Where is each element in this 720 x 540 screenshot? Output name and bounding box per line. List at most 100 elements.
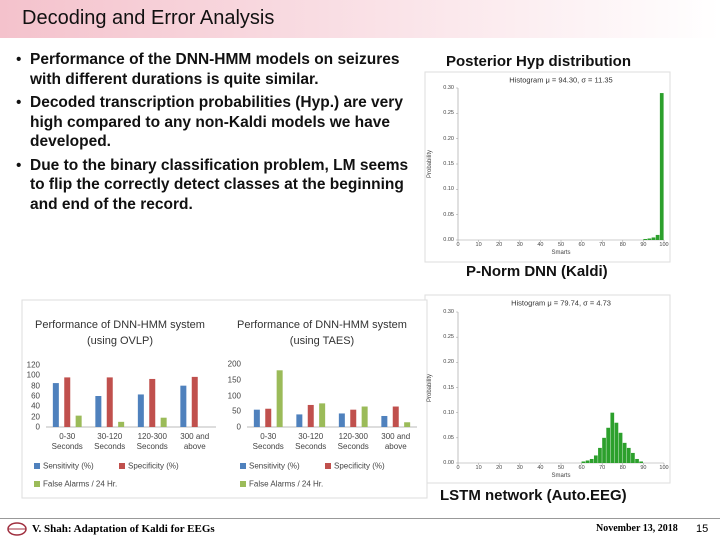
bar <box>276 370 283 427</box>
bar <box>118 421 125 427</box>
bar <box>137 394 144 427</box>
y-tick-label: 0.20 <box>443 359 454 366</box>
bar <box>95 396 102 427</box>
x-tick-label: 40 <box>537 465 544 471</box>
histogram-bar <box>659 93 664 240</box>
logo <box>7 522 27 536</box>
bar <box>106 377 113 427</box>
chart-title: Histogram μ = 79.74, σ = 4.73 <box>511 298 611 308</box>
histogram-bar <box>635 458 639 463</box>
bar <box>180 385 187 427</box>
y-tick-label: 0.00 <box>443 460 454 466</box>
y-tick-label: 120 <box>26 360 40 370</box>
caption: P-Norm DNN (Kaldi) <box>466 263 608 280</box>
legend-label: Specificity (%) <box>128 461 179 471</box>
bullet-list: Performance of the DNN-HMM models on sei… <box>14 50 424 218</box>
x-tick-label: 0 <box>456 242 460 248</box>
x-tick-label: 0-30 Seconds <box>252 432 284 451</box>
y-tick-label: 20 <box>31 412 40 422</box>
bullet: Due to the binary classification problem… <box>14 156 424 215</box>
x-tick-label: 10 <box>475 465 482 471</box>
legend-label: Specificity (%) <box>334 461 385 471</box>
x-tick-label: 300 and above <box>381 432 411 451</box>
x-tick-label: 120-300 Seconds <box>136 432 168 451</box>
y-tick-label: 0.10 <box>443 409 454 416</box>
x-tick-label: 0 <box>456 465 460 471</box>
x-tick-label: 0-30 Seconds <box>51 432 83 451</box>
y-tick-label: 50 <box>232 406 241 416</box>
y-tick-label: 0.25 <box>443 334 454 341</box>
histogram-bar <box>602 437 606 463</box>
y-tick-label: 100 <box>227 391 241 400</box>
y-tick-label: 0.15 <box>443 161 454 167</box>
y-tick-label: 100 <box>26 370 40 380</box>
bar <box>64 377 71 427</box>
bar <box>253 409 260 427</box>
chart-title: Performance of DNN-HMM system (using TAE… <box>237 319 407 347</box>
legend-swatch <box>240 463 246 469</box>
bar <box>149 378 156 427</box>
bar <box>381 415 388 427</box>
histogram-bar <box>655 234 660 240</box>
y-tick-label: 0.25 <box>443 110 454 117</box>
histogram-bar <box>626 447 631 463</box>
histogram-bar <box>639 461 643 463</box>
y-tick-label: 200 <box>227 359 241 369</box>
x-tick-label: 50 <box>557 465 565 471</box>
legend-label: Sensitivity (%) <box>249 461 300 471</box>
y-tick-label: 150 <box>227 375 241 385</box>
legend-label: False Alarms / 24 Hr. <box>43 479 118 489</box>
x-tick-label: 80 <box>619 242 626 248</box>
y-tick-label: 0.30 <box>443 309 454 315</box>
bar <box>350 409 357 427</box>
x-tick-label: 30-120 Seconds <box>94 432 126 451</box>
histogram-bar <box>647 238 652 240</box>
histogram-bar <box>598 447 602 463</box>
histogram-bar <box>622 442 627 463</box>
y-tick-label: 0.30 <box>443 85 454 91</box>
y-tick-label: 80 <box>31 381 40 391</box>
legend-label: Sensitivity (%) <box>43 461 94 471</box>
bullet: Decoded transcription probabilities (Hyp… <box>14 93 424 152</box>
footer-date: November 13, 2018 <box>596 523 678 534</box>
x-tick-label: 70 <box>599 465 606 471</box>
legend-swatch <box>34 463 40 469</box>
histogram-bar <box>651 237 656 240</box>
y-tick-label: 40 <box>31 401 40 411</box>
histogram-bar <box>614 422 619 463</box>
histogram-bar <box>643 238 648 240</box>
histogram-bar <box>610 412 615 463</box>
page-number: 15 <box>696 523 709 535</box>
header-band <box>0 0 720 38</box>
x-tick-label: 60 <box>578 465 585 471</box>
histogram-bar <box>618 432 623 463</box>
caption: Posterior Hyp distribution <box>446 53 632 70</box>
bar <box>319 403 326 427</box>
bar <box>392 406 399 427</box>
bar <box>75 415 82 427</box>
y-tick-label: 0.15 <box>443 384 454 391</box>
x-tick-label: 20 <box>496 465 503 471</box>
bar <box>265 408 272 427</box>
histogram-bar <box>631 452 635 463</box>
caption: LSTM network (Auto.EEG) <box>440 487 627 504</box>
x-tick-label: 10 <box>475 242 482 248</box>
x-tick-label: 100 <box>659 242 669 248</box>
legend-swatch <box>325 463 331 469</box>
x-axis-label: Smarts <box>551 473 571 479</box>
chart-title: Histogram μ = 94.30, σ = 11.35 <box>509 75 613 85</box>
y-tick-label: 0.20 <box>443 135 454 142</box>
bar <box>160 417 167 427</box>
x-tick-label: 50 <box>557 242 565 248</box>
x-tick-label: 100 <box>659 465 669 471</box>
legend-label: False Alarms / 24 Hr. <box>249 479 324 489</box>
histogram-bar <box>593 455 598 463</box>
x-tick-label: 30 <box>516 242 523 248</box>
bar <box>52 383 59 427</box>
legend-swatch <box>34 481 40 487</box>
y-tick-label: 0 <box>236 422 241 432</box>
x-axis-label: Smarts <box>551 250 571 256</box>
histogram-bar <box>585 460 590 463</box>
